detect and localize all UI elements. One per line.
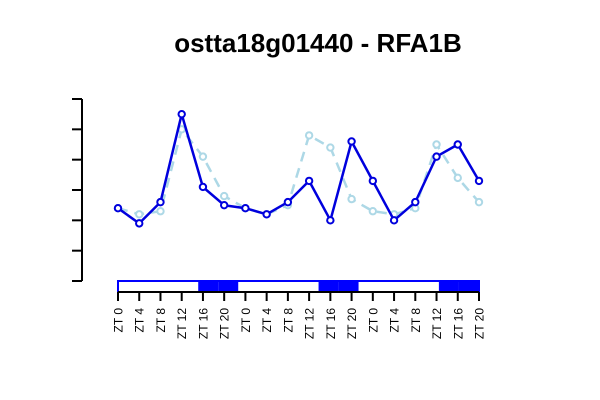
x-tick-label: ZT 4 [260, 308, 274, 333]
series-1-line [117, 112, 481, 225]
series-2-point [347, 194, 356, 204]
bar-segment-light [278, 281, 299, 292]
x-tick-label: ZT 16 [324, 308, 338, 339]
x-tick-label: ZT 12 [303, 308, 317, 339]
y-axis [72, 98, 83, 282]
x-tick-label: ZT 12 [175, 308, 189, 339]
bar-segment-light [418, 281, 439, 292]
chart-title: ostta18g01440 - RFA1B [174, 28, 462, 58]
x-tick-label: ZT 0 [239, 308, 253, 333]
bar-segment-light [158, 281, 179, 292]
series-1-point [156, 197, 165, 207]
series-2-point [219, 191, 229, 201]
bar-segment-light [118, 281, 139, 292]
series-2-point [156, 207, 165, 216]
bar-segment-dark [218, 281, 239, 292]
x-tick-label: ZT 12 [430, 308, 444, 339]
series-layer [113, 109, 484, 228]
x-tick-label: ZT 20 [473, 308, 487, 339]
series-1-point [474, 176, 484, 186]
series-1-point [113, 204, 123, 213]
series-1-point [283, 197, 293, 207]
bar-segment-light [398, 281, 419, 292]
x-tick-label: ZT 8 [409, 308, 423, 333]
series-1-point [241, 204, 250, 213]
x-tick-label: ZT 4 [388, 308, 402, 333]
bar-segment-light [378, 281, 399, 292]
x-axis: ZT 0 ZT 4 ZT 8 ZT 12 ZT 16 ZT 20 ZT 0 ZT 4 ZT 8 Z… [112, 291, 487, 339]
x-tick-label: ZT 8 [154, 308, 168, 333]
bar-segment-dark [458, 281, 479, 292]
x-tick-label: ZT 20 [218, 308, 232, 339]
series-2-point [453, 173, 462, 183]
x-tick-label: ZT 0 [366, 308, 380, 333]
x-tick-label: ZT 4 [133, 308, 147, 333]
bar-segment-dark [338, 281, 359, 292]
x-tick-label: ZT 8 [281, 308, 295, 333]
series-2-point [198, 152, 208, 161]
series-1-point [219, 200, 229, 210]
bar-segment-light [138, 281, 159, 292]
series-1-point [135, 219, 144, 228]
bar-segment-light [358, 281, 379, 292]
bar-segment-light [238, 281, 259, 292]
series-1-point [432, 152, 441, 161]
series-2-point [304, 131, 314, 140]
series-1-point [177, 109, 186, 119]
series-1-point [198, 182, 208, 192]
series-2-point [432, 140, 441, 149]
bar-segment-dark [318, 281, 339, 292]
series-1-point [304, 176, 314, 186]
series-1-point [262, 210, 271, 219]
series-1-point [368, 176, 378, 186]
x-tick-label: ZT 0 [112, 308, 126, 333]
series-1-point [411, 197, 420, 207]
bar-segment-dark [198, 281, 219, 292]
series-2-point [474, 197, 484, 207]
x-tick-label: ZT 16 [451, 308, 465, 339]
light-dark-bar [117, 280, 480, 293]
series-1-point [347, 137, 356, 146]
bar-segment-dark [438, 281, 459, 292]
series-2-line [117, 128, 480, 216]
series-2-point [368, 207, 378, 216]
series-1-point [326, 216, 335, 225]
series-2-point [135, 210, 144, 219]
bar-segment-light [258, 281, 279, 292]
series-1-point [389, 216, 399, 225]
series-1-point [453, 140, 462, 149]
bar-segment-light [178, 281, 199, 292]
bar-segment-light [298, 281, 319, 292]
series-2-point [326, 143, 335, 152]
x-tick-label: ZT 20 [345, 308, 359, 339]
series-2 [113, 125, 484, 219]
x-tick-label: ZT 16 [196, 308, 210, 339]
series-1 [113, 109, 484, 228]
